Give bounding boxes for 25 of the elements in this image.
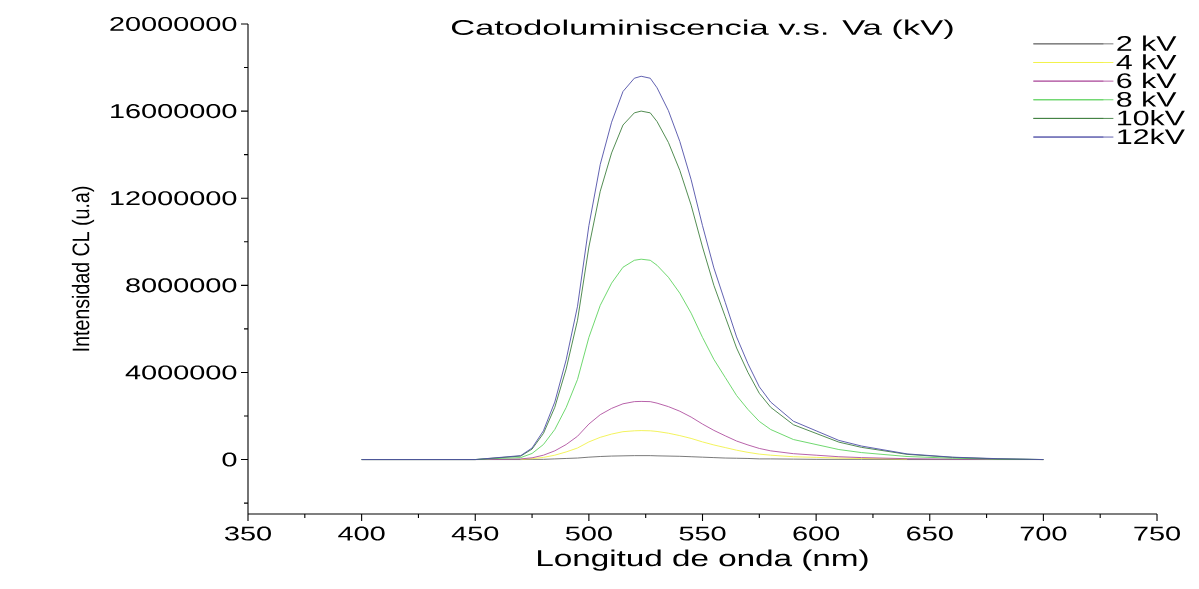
y-tick-label: 16000000 — [111, 104, 237, 119]
x-tick-label: 350 — [224, 526, 271, 541]
x-tick-label: 600 — [793, 526, 840, 541]
x-tick-label: 750 — [1134, 526, 1180, 541]
y-tick-label: 8000000 — [126, 278, 237, 293]
y-axis-title: Intensidad CL (u.a) — [71, 186, 95, 351]
legend-label: 6 kV — [1117, 72, 1177, 89]
y-tick-label: 4000000 — [125, 365, 237, 380]
legend-label: 4 kV — [1116, 54, 1177, 70]
y-tick-label: 20000000 — [110, 16, 237, 32]
x-tick-label: 550 — [679, 526, 726, 541]
legend-label: 2 kV — [1117, 35, 1177, 51]
x-tick-label: 650 — [907, 526, 953, 541]
x-tick-label: 500 — [565, 526, 612, 541]
x-tick-label: 400 — [338, 526, 385, 541]
legend-label: 8 kV — [1117, 91, 1177, 107]
line-series — [520, 430, 908, 460]
x-tick-label: 700 — [1020, 526, 1067, 541]
x-tick-label: 450 — [451, 526, 499, 541]
legend-label: 12kV — [1118, 128, 1185, 144]
chart-title: Catodoluminiscencia v.s. Va (kV) — [451, 19, 953, 40]
legend-label: 10kV — [1118, 110, 1185, 126]
y-tick-label: 12000000 — [111, 191, 237, 206]
y-tick-label: 0 — [222, 452, 237, 467]
x-axis-title: Longitud de onda (nm) — [538, 549, 868, 571]
